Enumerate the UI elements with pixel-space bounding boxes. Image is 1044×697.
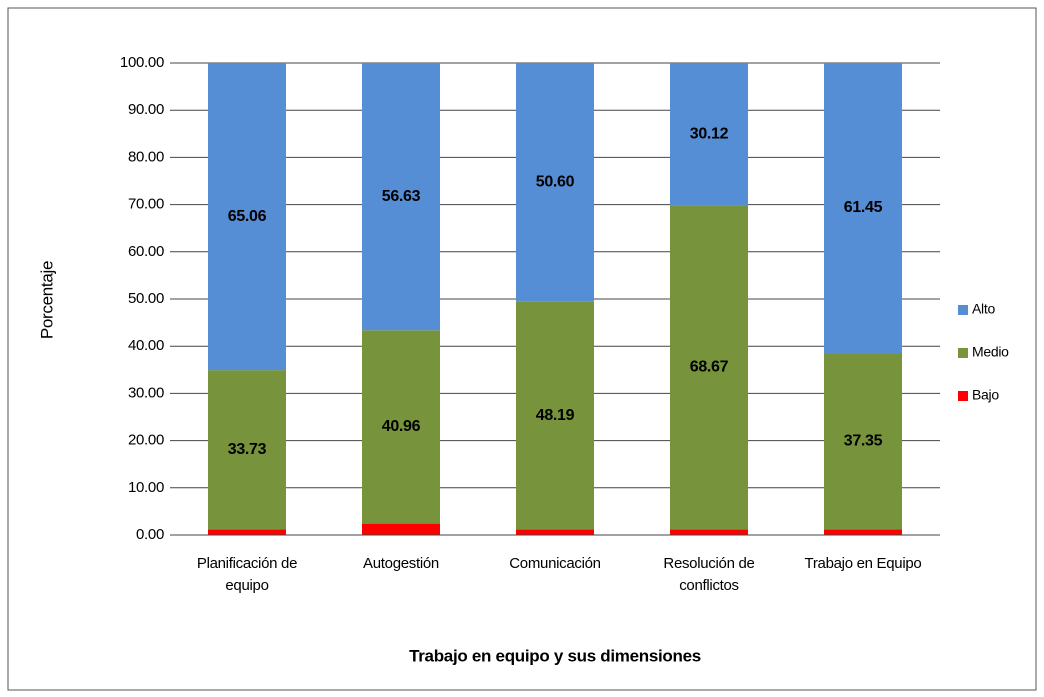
data-label: 61.45	[844, 199, 883, 216]
data-label: 33.73	[228, 441, 267, 458]
bar-segment	[670, 63, 748, 206]
data-label: 48.19	[536, 407, 575, 424]
data-label: 65.06	[228, 208, 267, 225]
data-label: 56.63	[382, 188, 421, 205]
x-tick-label: Trabajo en Equipo	[804, 555, 922, 572]
bar-segment	[362, 523, 440, 535]
bar-segment	[824, 63, 902, 354]
y-tick-label: 100.00	[120, 54, 164, 71]
legend-label: Bajo	[972, 387, 999, 403]
bar-segment	[516, 301, 594, 530]
legend-label: Alto	[972, 301, 995, 317]
bar-segment	[824, 353, 902, 530]
legend-swatch	[958, 391, 968, 401]
bar-segment	[362, 330, 440, 524]
y-tick-label: 20.00	[128, 432, 164, 449]
bar-segment	[516, 63, 594, 302]
y-tick-label: 80.00	[128, 148, 164, 165]
y-tick-label: 60.00	[128, 243, 164, 260]
y-tick-label: 90.00	[128, 101, 164, 118]
bar-segment	[208, 529, 286, 535]
data-label: 37.35	[844, 432, 883, 449]
y-tick-label: 30.00	[128, 384, 164, 401]
bar-segment	[670, 205, 748, 530]
x-tick-label: Resolución de conflictos	[663, 555, 755, 594]
bar-segment	[208, 63, 286, 371]
data-label: 40.96	[382, 418, 421, 435]
y-axis-title: Porcentaje	[37, 261, 56, 339]
data-label: 30.12	[690, 125, 729, 142]
x-axis-title: Trabajo en equipo y sus dimensiones	[409, 646, 701, 665]
bar-segment	[670, 529, 748, 535]
x-tick-label: Autogestión	[363, 555, 439, 572]
y-tick-label: 70.00	[128, 196, 164, 213]
bar-segment	[362, 63, 440, 331]
y-tick-label: 40.00	[128, 337, 164, 354]
y-tick-label: 0.00	[136, 526, 164, 543]
bar-segment	[516, 529, 594, 535]
legend-swatch	[958, 348, 968, 358]
bar-segment	[824, 529, 902, 535]
data-label: 68.67	[690, 358, 729, 375]
bar-segment	[208, 370, 286, 530]
y-tick-label: 10.00	[128, 479, 164, 496]
y-tick-label: 50.00	[128, 290, 164, 307]
x-tick-label: Comunicación	[509, 555, 601, 572]
x-tick-label: Planificación de equipo	[196, 555, 298, 594]
legend-swatch	[958, 305, 968, 315]
data-label: 50.60	[536, 174, 575, 191]
legend-label: Medio	[972, 344, 1009, 360]
